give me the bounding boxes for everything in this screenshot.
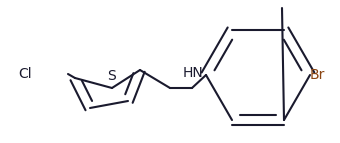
Text: S: S [108, 69, 116, 83]
Text: HN: HN [183, 66, 204, 80]
Text: Br: Br [310, 68, 325, 82]
Text: Cl: Cl [18, 67, 32, 81]
